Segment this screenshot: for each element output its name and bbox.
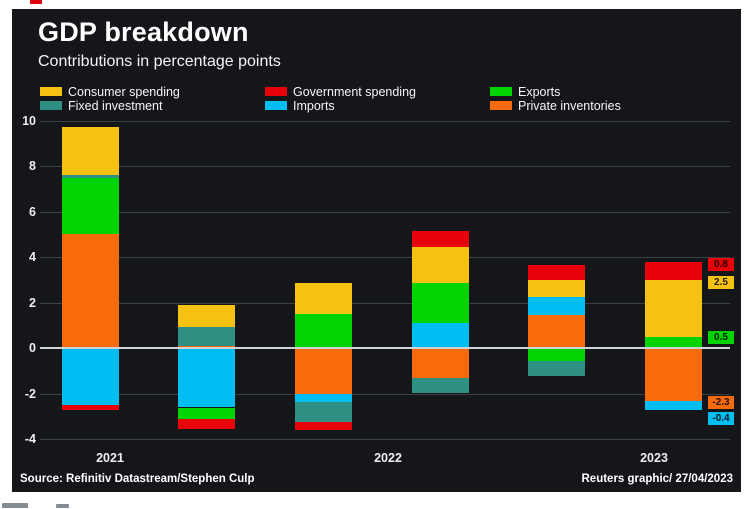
bar-2-segment-inventories [178,346,236,349]
chart-title: GDP breakdown [38,17,249,47]
chart-subtitle: Contributions in percentage points [38,53,281,70]
legend-label-fixed: Fixed investment [68,99,163,113]
legend-item-consumer: Consumer spending [40,85,260,99]
bar-1-segment-fixed [61,175,119,178]
bar-5-segment-government [528,265,586,280]
value-tag-exports: 0.5 [708,331,734,345]
clipped-red-fragment [30,0,42,4]
x-tick-label-2022: 2022 [374,451,402,465]
y-tick-label--4: -4 [24,432,36,447]
bar-6-segment-imports [645,400,702,410]
bar-2-segment-exports [178,407,236,419]
bar-5-segment-inventories [528,315,586,349]
y-tick-label-0: 0 [29,341,36,356]
zero-axis-line [40,347,730,350]
y-tick-label-10: 10 [22,113,36,128]
legend-item-government: Government spending [265,85,485,99]
legend-item-inventories: Private inventories [490,99,710,113]
bar-3-segment-inventories [295,348,352,394]
bar-1-segment-government [61,405,119,410]
bar-5-segment-imports [528,297,586,316]
bar-3-segment-fixed [295,401,352,423]
bar-6-segment-government [645,261,702,280]
x-tick-label-2021: 2021 [96,451,124,465]
bar-4-segment-exports [411,283,469,324]
value-tag-consumer: 2.5 [708,275,734,289]
bar-3-segment-imports [295,393,352,402]
bar-2-segment-fixed [178,326,236,346]
legend-item-imports: Imports [265,99,485,113]
legend-item-fixed: Fixed investment [40,99,260,113]
bar-4-segment-imports [411,323,469,349]
bar-5-segment-fixed [528,360,586,376]
source-text: Source: Refinitiv Datastream/Stephen Cul… [20,473,255,485]
bar-5-segment-exports [528,348,586,361]
legend-label-imports: Imports [293,99,335,113]
bar-4-segment-consumer [411,246,469,284]
bar-5-segment-consumer [528,279,586,298]
legend-swatch-consumer-icon [40,87,62,96]
credit-text: Reuters graphic/ 27/04/2023 [581,473,734,485]
bar-4-segment-government [411,231,469,247]
chart-footer: Source: Refinitiv Datastream/Stephen Cul… [12,473,741,485]
y-tick-label-2: 2 [29,295,36,310]
gridline-2 [40,302,730,304]
bar-4-segment-inventories [411,348,469,378]
legend-label-government: Government spending [293,85,416,99]
x-tick-label-2023: 2023 [640,451,668,465]
clipped-text-fragment [2,503,28,508]
bar-2-segment-consumer [178,305,236,327]
y-tick-label-8: 8 [29,159,36,174]
bar-1-segment-consumer [61,127,119,176]
bar-1-segment-inventories [61,234,119,349]
bar-6-segment-consumer [645,279,702,337]
y-tick-label-6: 6 [29,204,36,219]
value-tag-inventories: -2.3 [708,396,734,410]
bar-3-segment-exports [295,314,352,349]
gridline--4 [40,439,730,441]
bar-2-segment-imports [178,348,236,408]
y-tick-label--2: -2 [24,386,36,401]
legend-swatch-inventories-icon [490,101,512,110]
gridline--2 [40,393,730,395]
y-tick-label-4: 4 [29,250,36,265]
gdp-breakdown-chart-card: GDP breakdown Contributions in percentag… [12,9,741,492]
gridline-10 [40,120,730,122]
legend-item-exports: Exports [490,85,710,99]
legend-label-inventories: Private inventories [518,99,621,113]
legend-label-exports: Exports [518,85,561,99]
clipped-text-fragment [56,504,69,508]
value-tag-government: 0.8 [708,258,734,271]
gridline-4 [40,257,730,259]
bar-1-segment-exports [61,177,119,235]
bar-6-segment-exports [645,336,702,349]
bar-1-segment-imports [61,348,119,406]
gridline-8 [40,166,730,168]
legend-swatch-fixed-icon [40,101,62,110]
bar-3-segment-consumer [295,283,352,315]
legend-swatch-imports-icon [265,101,287,110]
legend-label-consumer: Consumer spending [68,85,180,99]
bar-3-segment-government [295,422,352,431]
gridline-6 [40,211,730,213]
legend-swatch-government-icon [265,87,287,96]
bar-4-segment-fixed [411,377,469,393]
bar-6-segment-inventories [645,348,702,401]
legend-swatch-exports-icon [490,87,512,96]
value-tag-imports: -0.4 [708,411,734,425]
bar-2-segment-government [178,418,236,430]
